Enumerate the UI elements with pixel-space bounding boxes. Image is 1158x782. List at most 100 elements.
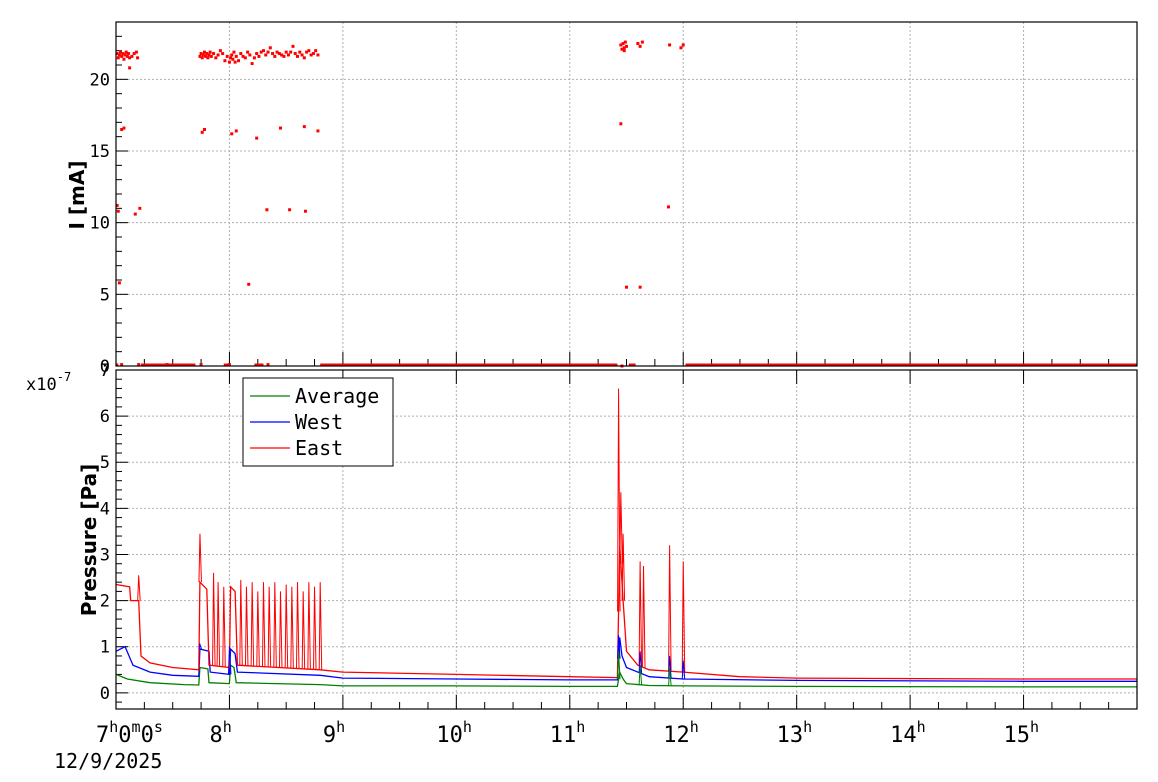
current-point — [288, 208, 292, 212]
pressure-spike-east — [239, 579, 243, 666]
current-y-tick-label: 5 — [100, 285, 110, 305]
current-point — [234, 129, 238, 133]
current-point — [622, 46, 626, 50]
current-point — [231, 57, 235, 61]
current-point — [124, 50, 128, 54]
current-point — [199, 363, 203, 367]
current-point — [128, 66, 132, 70]
current-point — [214, 56, 218, 60]
current-point — [621, 42, 625, 45]
pressure-spike-west — [227, 646, 232, 675]
current-point — [230, 53, 234, 57]
current-point — [293, 52, 297, 56]
current-point — [296, 54, 300, 58]
current-point — [230, 132, 234, 136]
current-point — [204, 54, 208, 58]
time-tick-label: 10h — [436, 718, 472, 748]
current-point — [271, 52, 275, 56]
current-point — [636, 42, 640, 45]
pressure-y-tick-label: 3 — [100, 545, 110, 565]
current-point — [302, 125, 306, 129]
time-tick-label: 14h — [890, 718, 926, 748]
current-point — [619, 43, 623, 47]
current-point — [205, 52, 209, 56]
time-tick-label: 15h — [1004, 718, 1040, 748]
current-point — [117, 53, 121, 57]
current-point — [119, 50, 123, 54]
pressure-spike-west — [198, 642, 202, 650]
current-point — [202, 128, 206, 131]
current-panel: 0 5 10 15 20 — [90, 21, 1138, 377]
current-point — [125, 54, 129, 58]
current-point — [316, 53, 320, 57]
current-point — [199, 52, 203, 56]
pressure-spike-east — [273, 582, 277, 668]
current-point — [126, 52, 130, 56]
pressure-line-average — [115, 664, 1137, 688]
pressure-spike-east — [244, 586, 249, 666]
current-axis-label: I [mA] — [65, 160, 89, 229]
current-point — [623, 40, 627, 44]
pressure-y-tick-label: 1 — [100, 638, 110, 658]
pressure-y-tick-label: 6 — [100, 407, 110, 427]
time-tick-label: 7h0m0s — [96, 718, 163, 748]
pressure-spike-east — [619, 492, 623, 564]
current-point — [117, 281, 121, 285]
current-point — [130, 54, 134, 58]
pressure-frame — [115, 369, 1138, 710]
current-point — [206, 56, 210, 60]
current-point — [638, 285, 642, 289]
current-point — [619, 122, 623, 126]
pressure-spike-east — [617, 388, 621, 612]
current-point — [116, 56, 120, 60]
current-point — [311, 52, 315, 56]
time-tick-label: 13h — [777, 718, 813, 748]
pressure-spike-east — [284, 584, 289, 668]
current-point — [128, 56, 132, 60]
pressure-spike-east — [296, 582, 300, 669]
current-point — [289, 50, 293, 54]
current-point — [246, 50, 250, 54]
current-frame — [115, 21, 1138, 367]
current-point — [255, 136, 259, 140]
current-point — [261, 49, 265, 53]
current-point — [250, 62, 254, 66]
pressure-axis-label: Pressure [Pa] — [77, 464, 101, 616]
current-point — [265, 208, 269, 212]
current-point — [640, 40, 644, 44]
current-point — [278, 126, 282, 130]
current-point — [221, 52, 225, 56]
current-point — [284, 50, 288, 54]
pressure-spike-east — [621, 533, 626, 601]
current-point — [225, 54, 229, 58]
current-point — [268, 46, 272, 50]
current-point — [309, 53, 313, 57]
current-point — [247, 282, 251, 286]
current-point — [227, 363, 231, 367]
current-point — [201, 53, 205, 57]
current-point — [232, 50, 236, 54]
current-point — [198, 54, 202, 58]
current-point — [137, 363, 141, 367]
current-point — [209, 54, 213, 58]
current-point — [237, 59, 241, 63]
current-point — [316, 129, 320, 133]
pressure-spike-west — [617, 635, 621, 659]
pressure-spike-average — [668, 667, 672, 686]
pressure-spike-east — [137, 575, 141, 601]
pressure-spike-west — [638, 651, 643, 674]
current-point — [136, 56, 140, 60]
current-point — [121, 52, 125, 56]
current-y-tick-label: 0 — [100, 357, 110, 377]
legend-label-west: West — [295, 410, 343, 434]
current-point — [259, 50, 263, 54]
current-point — [255, 52, 259, 56]
current-point — [208, 50, 212, 54]
current-point — [132, 52, 136, 56]
current-point — [666, 205, 670, 209]
pressure-spike-east — [290, 586, 294, 669]
current-point — [165, 363, 169, 367]
current-point — [138, 206, 142, 210]
